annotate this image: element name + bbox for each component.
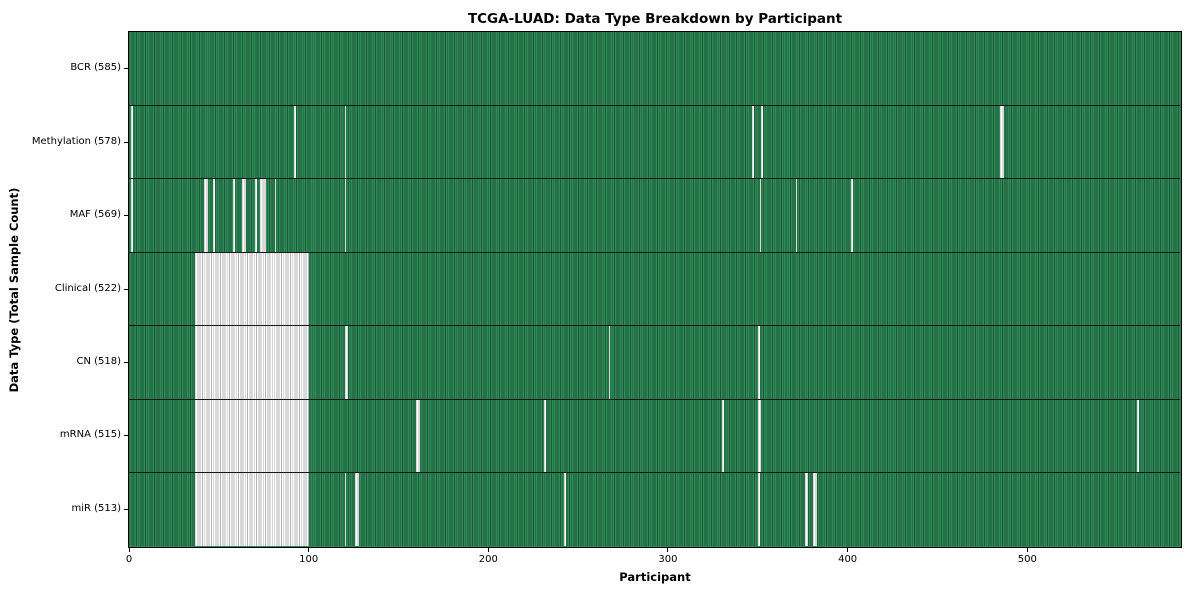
xtick-mark — [308, 548, 310, 552]
absent-stripe-mrna-231-231 — [544, 399, 546, 473]
ytick-label-mir: miR (513) — [71, 502, 121, 514]
heatmap-row-clinical — [129, 252, 1180, 326]
chart-title: TCGA-LUAD: Data Type Breakdown by Partic… — [467, 11, 843, 27]
absent-stripe-cn-350-350 — [757, 325, 760, 400]
heatmap-row-bcr — [129, 32, 1180, 106]
xtick-label-200: 200 — [478, 554, 498, 565]
row-separator — [129, 398, 1180, 400]
absent-stripe-mir-120-120 — [344, 472, 347, 546]
xtick-label-500: 500 — [1017, 554, 1037, 565]
absent-stripe-cn-37-99 — [195, 325, 309, 400]
absent-stripe-methylation-347-347 — [752, 105, 755, 179]
row-separator — [129, 251, 1180, 253]
absent-stripe-mrna-160-161 — [416, 399, 421, 473]
row-separator — [129, 325, 1180, 327]
plot-area: Present Absent — [128, 31, 1182, 548]
absent-stripe-mrna-561-561 — [1136, 399, 1139, 473]
absent-stripe-methylation-92-92 — [294, 105, 297, 179]
ytick-label-mrna: mRNA (515) — [59, 429, 121, 441]
row-separator — [129, 104, 1180, 106]
absent-stripe-maf-70-70 — [254, 178, 257, 253]
heatmap-rows-container — [129, 32, 1180, 546]
absent-stripe-maf-42-43 — [204, 178, 209, 253]
absent-stripe-maf-120-120 — [344, 178, 347, 253]
ytick-mark — [124, 435, 128, 437]
heatmap-row-mir — [129, 472, 1180, 546]
ytick-mark — [124, 361, 128, 363]
absent-stripe-maf-81-81 — [274, 178, 277, 253]
absent-stripe-cn-120-121 — [344, 325, 349, 400]
xtick-mark — [1026, 548, 1028, 552]
heatmap-row-cn — [129, 325, 1180, 400]
absent-stripe-mir-381-382 — [813, 472, 818, 546]
absent-stripe-cn-267-267 — [608, 325, 611, 400]
ytick-mark — [124, 288, 128, 290]
absent-stripe-maf-402-402 — [851, 178, 853, 253]
xtick-label-400: 400 — [838, 554, 858, 565]
absent-stripe-maf-63-64 — [242, 178, 246, 253]
ytick-label-clinical: Clinical (522) — [54, 282, 121, 294]
ytick-mark — [124, 141, 128, 143]
xtick-mark — [487, 548, 489, 552]
xtick-mark — [128, 548, 130, 552]
ytick-label-bcr: BCR (585) — [70, 62, 121, 74]
row-separator — [129, 178, 1180, 180]
absent-stripe-maf-73-75 — [260, 178, 266, 253]
absent-stripe-maf-371-371 — [795, 178, 798, 253]
ytick-label-maf: MAF (569) — [69, 209, 121, 221]
row-separator — [129, 472, 1180, 474]
absent-stripe-mir-350-350 — [757, 472, 760, 546]
absent-stripe-mrna-330-330 — [721, 399, 724, 473]
absent-stripe-methylation-1-1 — [130, 105, 133, 179]
xtick-mark — [847, 548, 849, 552]
xtick-label-0: 0 — [125, 554, 133, 565]
absent-stripe-maf-58-58 — [233, 178, 235, 253]
absent-stripe-clinical-37-99 — [195, 252, 309, 326]
absent-stripe-maf-47-47 — [213, 178, 216, 253]
heatmap-row-mrna — [129, 399, 1180, 473]
x-axis-label: Participant — [619, 570, 691, 584]
absent-stripe-mir-242-242 — [563, 472, 566, 546]
xtick-label-300: 300 — [658, 554, 678, 565]
absent-stripe-mir-376-377 — [804, 472, 809, 546]
heatmap-row-methylation — [129, 105, 1180, 179]
absent-stripe-mir-37-99 — [195, 472, 309, 546]
heatmap-row-maf — [129, 178, 1180, 253]
absent-stripe-methylation-120-120 — [344, 105, 347, 179]
ytick-mark — [124, 68, 128, 70]
absent-stripe-mrna-350-351 — [757, 399, 762, 473]
ytick-label-cn: CN (518) — [76, 355, 121, 367]
absent-stripe-mrna-37-99 — [195, 399, 309, 473]
xtick-mark — [667, 548, 669, 552]
absent-stripe-maf-1-1 — [130, 178, 133, 253]
absent-stripe-mir-126-127 — [355, 472, 359, 546]
xtick-label-100: 100 — [299, 554, 319, 565]
ytick-mark — [124, 508, 128, 510]
ytick-label-methylation: Methylation (578) — [31, 135, 121, 147]
ytick-mark — [124, 215, 128, 217]
absent-stripe-maf-351-351 — [759, 178, 762, 253]
absent-stripe-methylation-485-486 — [1000, 105, 1004, 179]
absent-stripe-methylation-352-352 — [761, 105, 764, 179]
